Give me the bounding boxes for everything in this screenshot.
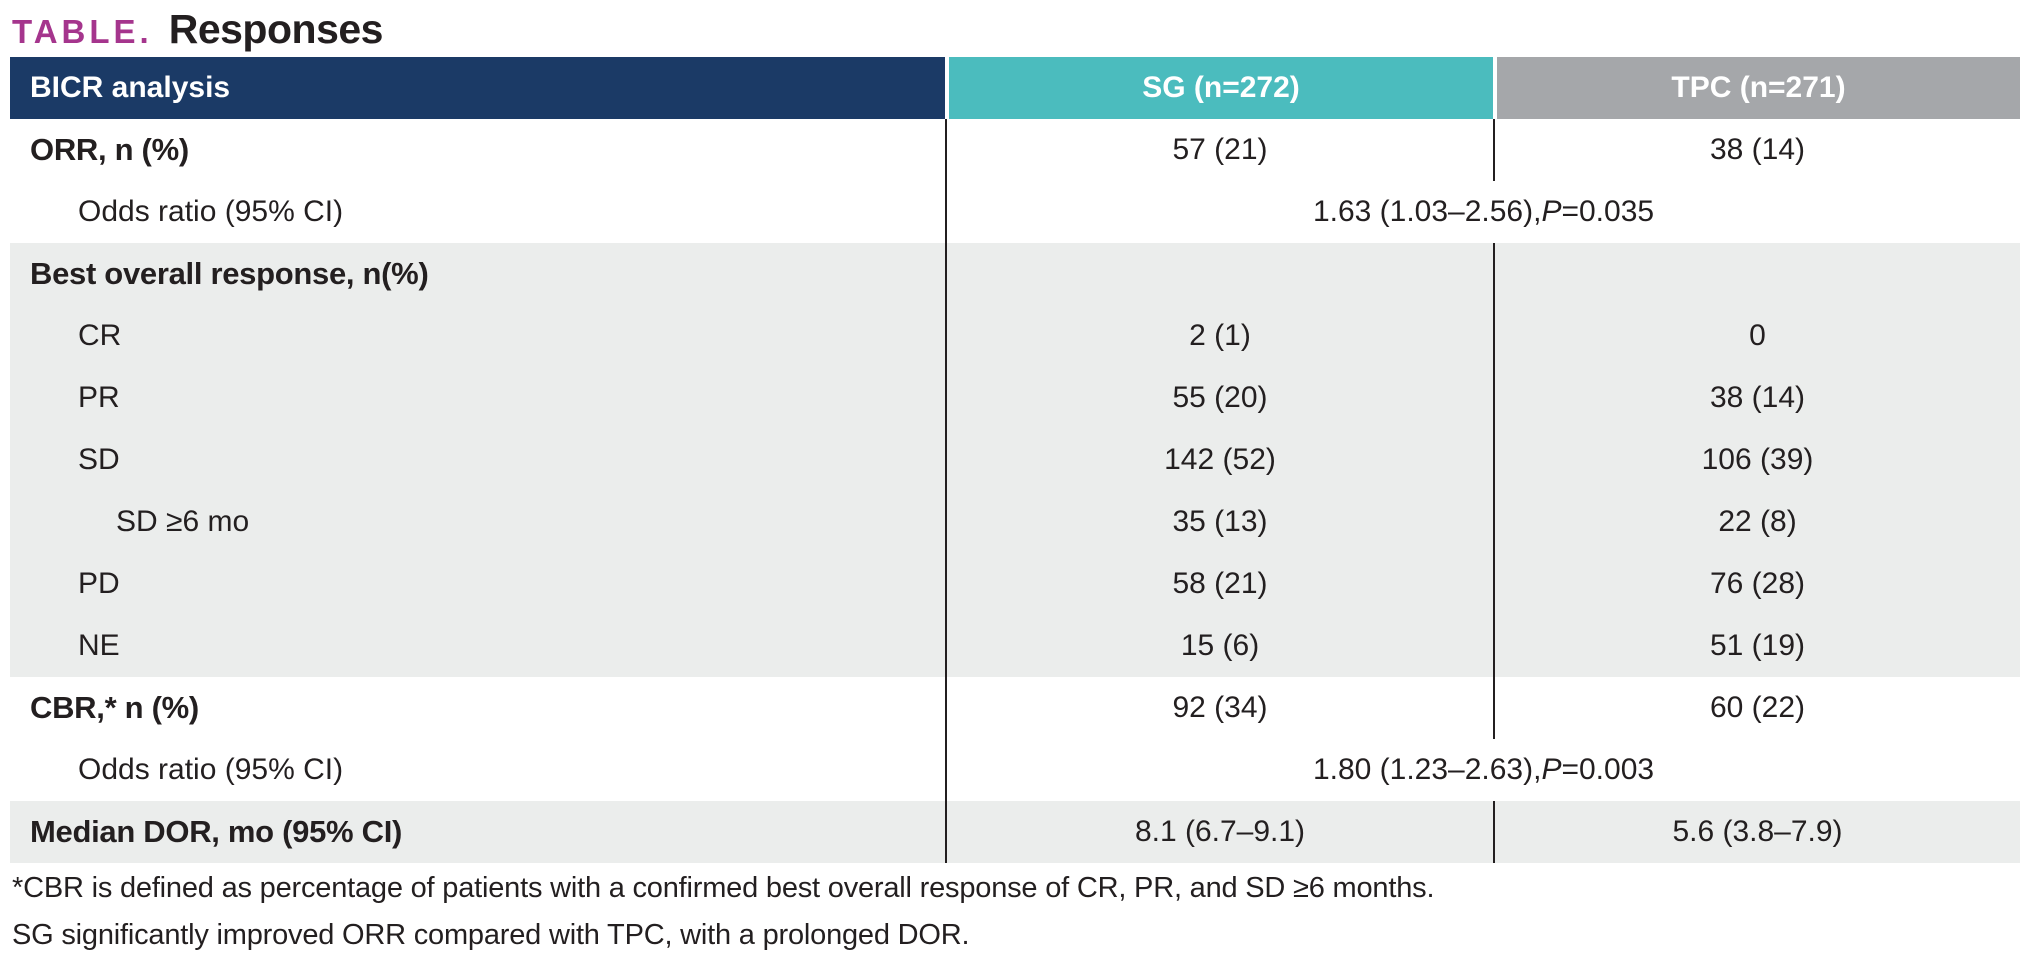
combined-value: 1.63 (1.03–2.56), P =0.035 (945, 181, 2020, 243)
p-symbol: P (1541, 753, 1562, 786)
p-value: =0.035 (1561, 195, 1655, 228)
row-label: Best overall response, n(%) (10, 243, 945, 305)
sg-value: 35 (13) (945, 491, 1493, 553)
sg-value (945, 243, 1493, 305)
table-row-pr: PR 55 (20) 38 (14) (10, 367, 2020, 429)
row-label: NE (10, 615, 945, 677)
title-tag: TABLE. (12, 13, 153, 50)
row-label: Odds ratio (95% CI) (10, 181, 945, 243)
sg-value: 2 (1) (945, 305, 1493, 367)
header-bicr-analysis: BICR analysis (10, 57, 945, 119)
row-label: CR (10, 305, 945, 367)
footnote-cbr-definition: *CBR is defined as percentage of patient… (12, 872, 1435, 904)
tpc-value: 5.6 (3.8–7.9) (1493, 801, 2020, 863)
sg-value: 8.1 (6.7–9.1) (945, 801, 1493, 863)
table-row-orr: ORR, n (%) 57 (21) 38 (14) (10, 119, 2020, 181)
sg-value: 57 (21) (945, 119, 1493, 181)
row-label: Odds ratio (95% CI) (10, 739, 945, 801)
tpc-value: 38 (14) (1493, 119, 2020, 181)
table-row-ne: NE 15 (6) 51 (19) (10, 615, 2020, 677)
tpc-value: 106 (39) (1493, 429, 2020, 491)
tpc-value: 60 (22) (1493, 677, 2020, 739)
footnotes: *CBR is defined as percentage of patient… (12, 865, 2022, 959)
sg-value: 58 (21) (945, 553, 1493, 615)
row-label: SD ≥6 mo (10, 491, 945, 553)
table-row-cr: CR 2 (1) 0 (10, 305, 2020, 367)
table-row-odds-ratio-cbr: Odds ratio (95% CI) 1.80 (1.23–2.63), P =… (10, 739, 2020, 801)
row-label: PR (10, 367, 945, 429)
table-row-median-dor: Median DOR, mo (95% CI) 8.1 (6.7–9.1) 5.… (10, 801, 2020, 863)
table-row-pd: PD 58 (21) 76 (28) (10, 553, 2020, 615)
table-row-cbr: CBR,* n (%) 92 (34) 60 (22) (10, 677, 2020, 739)
row-label: Median DOR, mo (95% CI) (10, 801, 945, 863)
sg-value: 142 (52) (945, 429, 1493, 491)
table-row-sd: SD 142 (52) 106 (39) (10, 429, 2020, 491)
header-sg: SG (n=272) (945, 57, 1493, 119)
table-header-row: BICR analysis SG (n=272) TPC (n=271) (10, 57, 2020, 119)
row-label: PD (10, 553, 945, 615)
table-row-best-overall-response: Best overall response, n(%) (10, 243, 2020, 305)
page-title: Responses (168, 6, 384, 52)
sg-value: 15 (6) (945, 615, 1493, 677)
tpc-value: 76 (28) (1493, 553, 2020, 615)
sg-value: 92 (34) (945, 677, 1493, 739)
tpc-value: 38 (14) (1493, 367, 2020, 429)
combined-value: 1.80 (1.23–2.63), P =0.003 (945, 739, 2020, 801)
p-value: =0.003 (1561, 753, 1655, 786)
table-row-sd-6mo: SD ≥6 mo 35 (13) 22 (8) (10, 491, 2020, 553)
sg-value: 55 (20) (945, 367, 1493, 429)
p-symbol: P (1541, 195, 1562, 228)
tpc-value (1493, 243, 2020, 305)
table-row-odds-ratio-orr: Odds ratio (95% CI) 1.63 (1.03–2.56), P =… (10, 181, 2020, 243)
tpc-value: 0 (1493, 305, 2020, 367)
row-label: ORR, n (%) (10, 119, 945, 181)
responses-table: BICR analysis SG (n=272) TPC (n=271) ORR… (10, 57, 2020, 863)
tpc-value: 51 (19) (1493, 615, 2020, 677)
footnote-conclusion: SG significantly improved ORR compared w… (12, 919, 970, 951)
row-label: SD (10, 429, 945, 491)
odds-ratio-value: 1.80 (1.23–2.63), (1312, 753, 1542, 786)
header-tpc: TPC (n=271) (1493, 57, 2020, 119)
table-title: TABLE. Responses (0, 0, 2032, 57)
row-label: CBR,* n (%) (10, 677, 945, 739)
odds-ratio-value: 1.63 (1.03–2.56), (1312, 195, 1542, 228)
tpc-value: 22 (8) (1493, 491, 2020, 553)
